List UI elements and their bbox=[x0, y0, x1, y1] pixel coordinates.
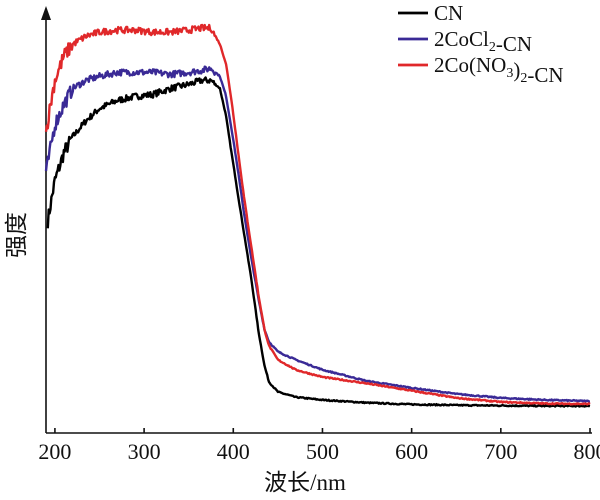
x-tick-label: 500 bbox=[306, 439, 339, 464]
legend-label-2: 2Co(NO3)2-CN bbox=[434, 53, 564, 87]
y-axis-title: 强度 bbox=[4, 212, 29, 258]
series-line-0 bbox=[46, 76, 591, 408]
x-tick-label: 600 bbox=[395, 439, 428, 464]
series-layer bbox=[44, 23, 591, 408]
x-tick-label: 800 bbox=[574, 439, 600, 464]
x-tick-label: 700 bbox=[484, 439, 517, 464]
series-line-2 bbox=[44, 23, 591, 406]
x-tick-label: 200 bbox=[38, 439, 71, 464]
x-ticks: 200 300 400 500 600 700 800 bbox=[38, 428, 600, 464]
series-line-1 bbox=[44, 65, 591, 403]
legend-label-1: 2CoCl2-CN bbox=[434, 27, 532, 56]
x-axis-title: 波长/nm bbox=[264, 470, 346, 495]
x-tick-label: 300 bbox=[128, 439, 161, 464]
x-tick-label: 400 bbox=[217, 439, 250, 464]
legend-label-0: CN bbox=[434, 1, 463, 25]
y-axis-arrow bbox=[41, 6, 51, 20]
